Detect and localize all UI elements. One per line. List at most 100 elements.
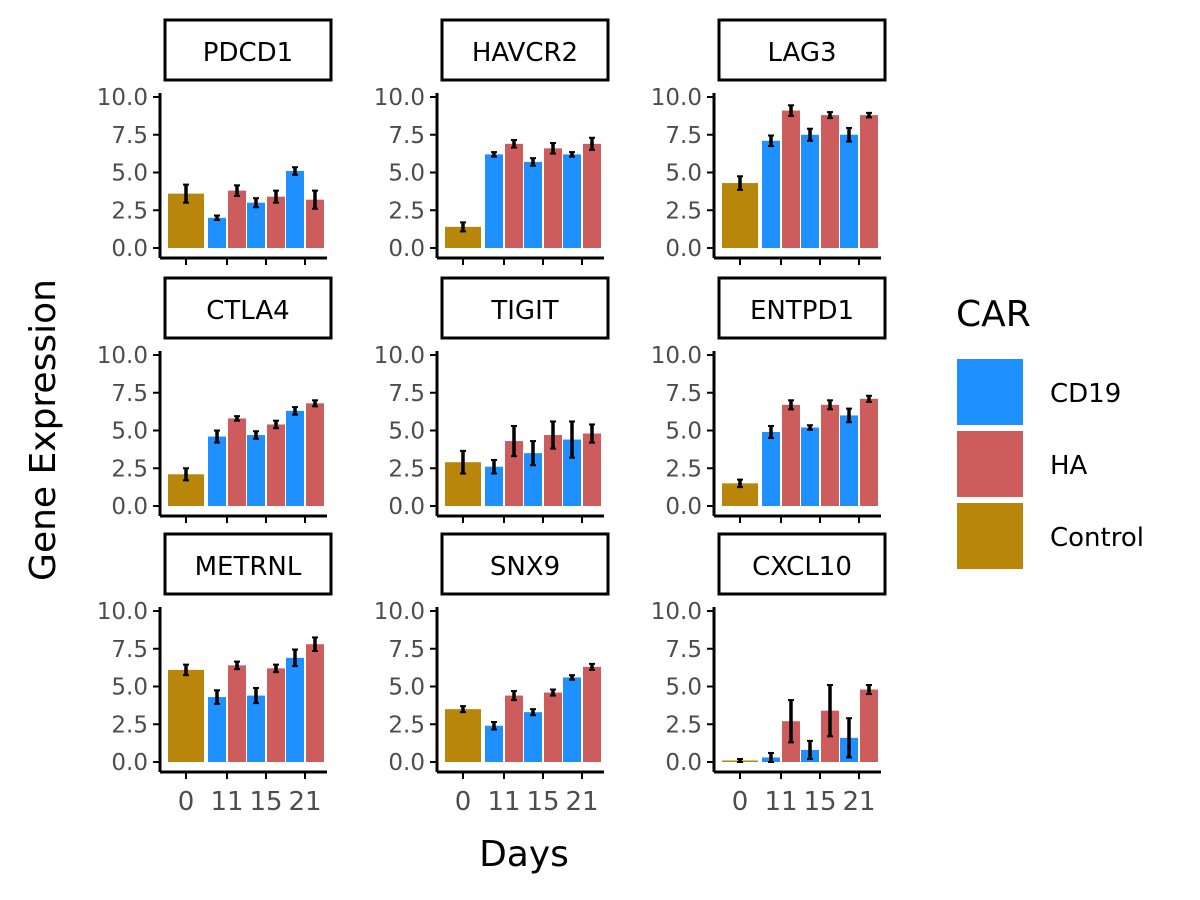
panel-strip — [717, 276, 887, 340]
y-tick-label: 10.0 — [374, 599, 425, 625]
bar-cd19-day-21 — [286, 657, 304, 762]
x-tick-label: 21 — [842, 787, 875, 817]
y-axis-title: Gene Expression — [23, 279, 64, 581]
bar-cd19-day-15 — [524, 453, 542, 506]
bar-ha-day-15 — [544, 435, 562, 506]
bar-cd19-day-21 — [563, 677, 581, 762]
y-tick-label: 0.0 — [111, 236, 148, 262]
x-tick-label: 11 — [210, 787, 243, 817]
y-tick-label: 2.5 — [111, 198, 148, 224]
bar-cd19-day-21 — [840, 415, 858, 506]
panel-title: SNX9 — [490, 552, 560, 582]
bar-cd19-day-15 — [801, 134, 819, 248]
panel-lag3: LAG3 0.0 2.5 5.0 7.5 10.0 — [651, 18, 887, 265]
bar-ha-day-15 — [544, 692, 562, 762]
panel-title: TIGIT — [490, 296, 558, 326]
panel-metrnl: METRNL 0.0 2.5 5.0 7.5 10.0 0 11 15 21 — [97, 532, 333, 817]
y-tick-label: 7.5 — [665, 637, 702, 663]
panel-title: METRNL — [195, 552, 302, 582]
y-tick-label: 7.5 — [111, 123, 148, 149]
y-tick-label: 7.5 — [388, 381, 425, 407]
bar-cd19-day-21 — [563, 154, 581, 248]
bar-ha-day-11 — [228, 418, 246, 506]
bar-control-day-0 — [722, 483, 758, 506]
bar-cd19-day-15 — [524, 161, 542, 248]
x-tick-label: 21 — [288, 787, 321, 817]
bar-cd19-day-15 — [801, 427, 819, 506]
panel-title: CTLA4 — [206, 296, 289, 326]
y-tick-label: 2.5 — [111, 712, 148, 738]
bar-ha-day-15 — [267, 668, 285, 762]
y-tick-label: 5.0 — [111, 419, 148, 445]
bar-cd19-day-11 — [485, 154, 503, 248]
bar-ha-day-11 — [782, 404, 800, 506]
y-tick-label: 7.5 — [665, 123, 702, 149]
panel-ctla4: CTLA4 0.0 2.5 5.0 7.5 10.0 — [97, 276, 333, 523]
panel-pdcd1: PDCD1 0.0 2.5 5.0 7.5 10.0 — [97, 18, 333, 265]
x-tick-label: 15 — [249, 787, 282, 817]
panel-entpd1: ENTPD1 0.0 2.5 5.0 7.5 10.0 — [651, 276, 887, 523]
panel-strip — [163, 276, 333, 340]
bar-ha-day-21 — [583, 143, 601, 248]
panel-strip — [440, 18, 610, 82]
bar-cd19-day-11 — [485, 725, 503, 762]
y-tick-label: 2.5 — [665, 456, 702, 482]
y-tick-label: 7.5 — [388, 637, 425, 663]
bar-control-day-0 — [445, 709, 481, 762]
y-tick-label: 0.0 — [388, 750, 425, 776]
bar-control-day-0 — [445, 226, 481, 248]
bar-ha-day-11 — [228, 665, 246, 762]
bar-ha-day-15 — [544, 148, 562, 248]
panel-cxcl10: CXCL10 0.0 2.5 5.0 7.5 10.0 0 11 15 21 — [651, 532, 887, 817]
x-tick-label: 0 — [732, 787, 749, 817]
bar-ha-day-11 — [505, 695, 523, 762]
y-tick-label: 5.0 — [111, 675, 148, 701]
y-tick-label: 2.5 — [111, 456, 148, 482]
y-tick-label: 2.5 — [388, 456, 425, 482]
y-tick-label: 7.5 — [111, 381, 148, 407]
bar-cd19-day-21 — [563, 439, 581, 506]
bar-control-day-0 — [168, 669, 204, 762]
bar-ha-day-21 — [860, 398, 878, 506]
panel-title: PDCD1 — [203, 38, 293, 68]
panel-strip — [717, 18, 887, 82]
y-tick-label: 5.0 — [111, 161, 148, 187]
y-tick-label: 10.0 — [97, 85, 148, 111]
legend-swatch-control — [957, 503, 1023, 569]
x-tick-label: 21 — [565, 787, 598, 817]
y-tick-label: 5.0 — [388, 419, 425, 445]
panel-title: CXCL10 — [752, 552, 852, 582]
chart-panels: PDCD1 0.0 2.5 5.0 7.5 10.0 HAVCR2 0.0 2.5 5.0 7.5 1… — [97, 18, 887, 817]
bar-ha-day-21 — [860, 115, 878, 249]
y-tick-label: 2.5 — [665, 198, 702, 224]
y-tick-label: 2.5 — [388, 712, 425, 738]
legend-swatch-cd19 — [957, 359, 1023, 425]
bar-ha-day-21 — [583, 666, 601, 762]
bar-ha-day-15 — [821, 404, 839, 506]
y-tick-label: 5.0 — [388, 675, 425, 701]
legend-label-cd19: CD19 — [1050, 379, 1121, 409]
bar-cd19-day-15 — [524, 712, 542, 762]
bar-cd19-day-11 — [762, 140, 780, 248]
bar-ha-day-21 — [306, 644, 324, 762]
y-tick-label: 2.5 — [388, 198, 425, 224]
bar-ha-day-11 — [505, 143, 523, 248]
bar-ha-day-11 — [505, 441, 523, 506]
bar-cd19-day-15 — [247, 695, 265, 762]
y-tick-label: 7.5 — [665, 381, 702, 407]
y-tick-label: 0.0 — [665, 750, 702, 776]
y-tick-label: 0.0 — [388, 236, 425, 262]
bar-cd19-day-11 — [485, 466, 503, 506]
x-tick-label: 15 — [526, 787, 559, 817]
x-tick-label: 11 — [764, 787, 797, 817]
panel-title: HAVCR2 — [472, 38, 578, 68]
bar-ha-day-11 — [782, 110, 800, 248]
x-tick-label: 0 — [455, 787, 472, 817]
bar-ha-day-21 — [306, 199, 324, 248]
y-tick-label: 0.0 — [665, 236, 702, 262]
y-tick-label: 5.0 — [665, 419, 702, 445]
y-tick-label: 0.0 — [665, 494, 702, 520]
y-tick-label: 10.0 — [374, 343, 425, 369]
bar-ha-day-15 — [267, 424, 285, 506]
y-tick-label: 0.0 — [111, 494, 148, 520]
